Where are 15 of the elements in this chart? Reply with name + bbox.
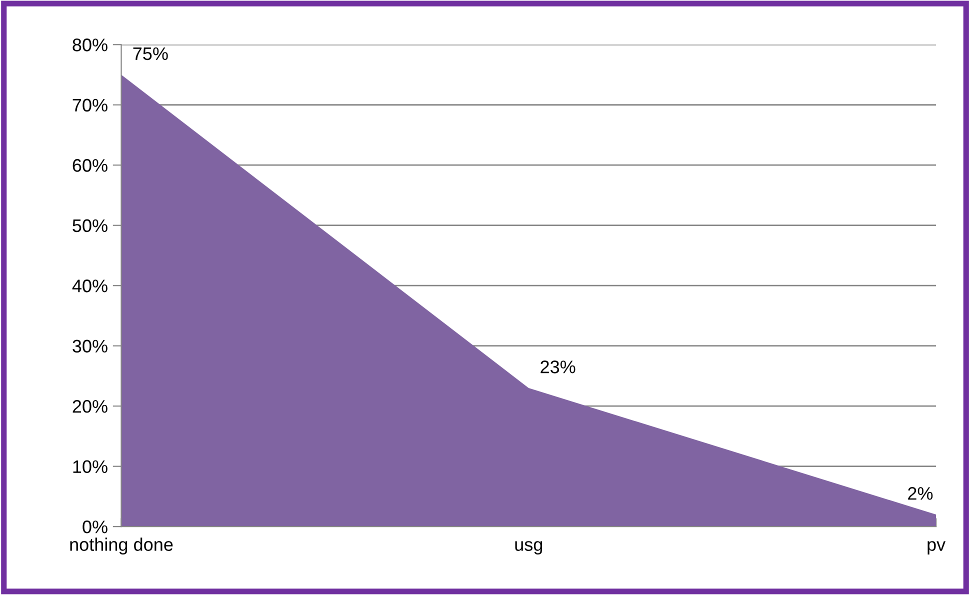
y-tick-label: 70% bbox=[72, 98, 108, 112]
y-tick-label: 20% bbox=[72, 400, 108, 413]
y-tick-label: 10% bbox=[73, 460, 108, 474]
y-tick-label: 60% bbox=[72, 159, 108, 172]
y-tick-label: 30% bbox=[72, 340, 108, 353]
text: 23% bbox=[540, 360, 576, 374]
x-tick-label: usg bbox=[515, 541, 542, 555]
y-tick-label: 40% bbox=[72, 280, 108, 292]
y-tick-label: 50% bbox=[72, 219, 108, 232]
y-tick-label: 0% bbox=[82, 520, 108, 534]
y-tick-label: 80% bbox=[72, 38, 108, 52]
text: 75% bbox=[133, 47, 168, 60]
x-tick-label: nothing done bbox=[70, 538, 173, 555]
x-tick-label: pv bbox=[928, 541, 946, 555]
text: 2% bbox=[908, 487, 933, 500]
